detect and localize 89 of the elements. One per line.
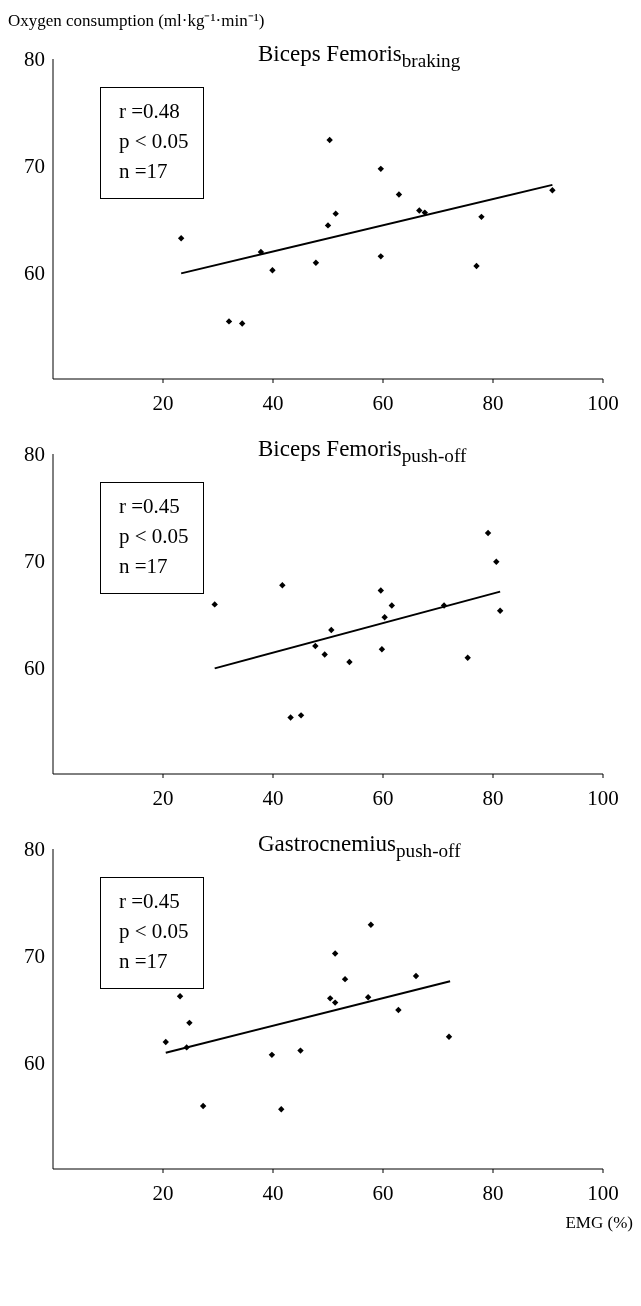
x-tick-label: 40 xyxy=(262,390,284,415)
annotation: p < 0.05 xyxy=(119,128,189,155)
y-tick-label: 80 xyxy=(24,442,45,467)
point xyxy=(496,607,504,614)
x-tick-label: 40 xyxy=(262,1180,284,1205)
annotation: p < 0.05 xyxy=(119,523,189,550)
y-tick-label: 70 xyxy=(24,154,45,179)
point xyxy=(225,318,233,325)
y-tick-label: 70 xyxy=(24,944,45,969)
x-tick-label: 80 xyxy=(482,1180,504,1205)
point xyxy=(176,993,184,1000)
point xyxy=(377,587,384,594)
point xyxy=(312,642,319,650)
annotation: n =17 xyxy=(119,948,169,975)
point xyxy=(367,921,375,928)
point xyxy=(364,994,372,1001)
chart-title: Biceps Femoris$_{push-off}$ xyxy=(258,436,467,467)
point xyxy=(478,213,485,221)
x-tick-label: 80 xyxy=(482,785,504,810)
x-tick-label: 20 xyxy=(152,1180,174,1205)
x-tick-label: 40 xyxy=(262,785,284,810)
stats-box: r =0.45 p < 0.05 n =17 xyxy=(100,482,204,594)
point xyxy=(269,267,276,274)
stats-box: r =0.48 p < 0.05 n =17 xyxy=(100,87,204,199)
chart-title: Gastrocnemius$_{push-off}$ xyxy=(258,831,461,862)
annotation: p < 0.05 xyxy=(119,918,189,945)
point xyxy=(326,136,333,144)
point xyxy=(378,646,386,653)
x-tick-label: 60 xyxy=(372,390,394,415)
y-tick-label: 60 xyxy=(24,1050,45,1075)
point xyxy=(327,995,334,1002)
x-tick-label: 20 xyxy=(152,390,174,415)
chart-title: Biceps Femoris$_{braking}$ xyxy=(258,41,461,72)
x-axis-title: EMG (%) xyxy=(564,1213,633,1233)
point xyxy=(312,259,320,266)
point xyxy=(199,1102,207,1110)
point xyxy=(416,207,423,214)
y-axis-title: Oxygen consumption (ml·kg⁻¹·min⁻¹) xyxy=(8,10,266,32)
y-tick-label: 80 xyxy=(24,47,45,72)
point xyxy=(162,1038,169,1046)
point xyxy=(257,248,265,256)
point xyxy=(493,558,500,565)
point xyxy=(377,253,384,260)
point xyxy=(464,654,471,661)
annotation: r =0.48 xyxy=(119,98,181,125)
point xyxy=(211,601,218,608)
point xyxy=(278,1106,285,1113)
point xyxy=(473,262,480,270)
x-tick-label: 100 xyxy=(587,1180,619,1205)
point xyxy=(388,602,395,609)
annotation: n =17 xyxy=(119,553,169,580)
annotation: r =0.45 xyxy=(119,493,181,520)
point xyxy=(395,1006,402,1014)
point xyxy=(484,529,492,537)
point xyxy=(341,975,349,983)
x-tick-label: 100 xyxy=(587,785,619,810)
y-tick-label: 80 xyxy=(24,837,45,862)
point xyxy=(268,1051,276,1059)
point xyxy=(239,320,246,327)
point xyxy=(321,651,328,658)
stats-box: r =0.45 p < 0.05 n =17 xyxy=(100,877,204,989)
point xyxy=(445,1033,453,1040)
point xyxy=(186,1019,193,1027)
x-tick-label: 100 xyxy=(587,390,619,415)
y-tick-label: 60 xyxy=(24,655,45,680)
x-tick-label: 80 xyxy=(482,390,504,415)
point xyxy=(279,582,286,589)
point xyxy=(549,187,556,194)
point xyxy=(332,210,339,217)
point xyxy=(328,626,335,634)
point xyxy=(177,235,185,242)
x-tick-label: 60 xyxy=(372,1180,394,1205)
point xyxy=(297,1047,304,1054)
point xyxy=(346,658,353,666)
point xyxy=(324,222,332,229)
annotation: n =17 xyxy=(119,158,169,185)
point xyxy=(287,714,294,721)
point xyxy=(331,999,339,1006)
y-tick-label: 60 xyxy=(24,260,45,285)
point xyxy=(412,972,420,980)
x-tick-label: 20 xyxy=(152,785,174,810)
point xyxy=(377,165,384,173)
point xyxy=(297,712,305,719)
annotation: r =0.45 xyxy=(119,888,181,915)
x-tick-label: 60 xyxy=(372,785,394,810)
point xyxy=(331,950,339,957)
point xyxy=(381,614,388,621)
point xyxy=(395,191,403,198)
y-tick-label: 70 xyxy=(24,549,45,574)
